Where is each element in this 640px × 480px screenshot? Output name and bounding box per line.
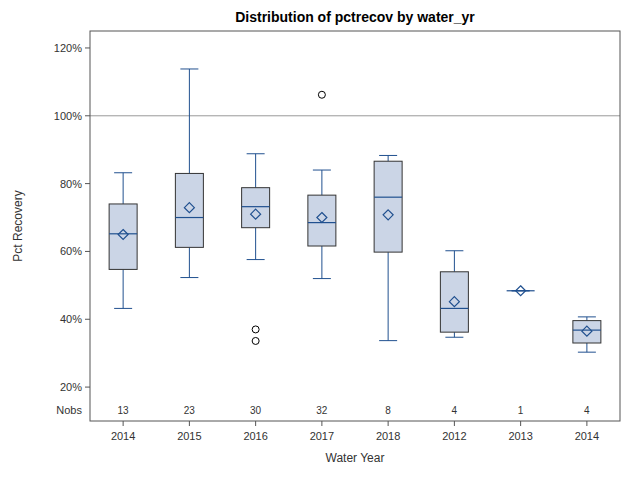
- y-tick-label: 120%: [54, 42, 82, 54]
- chart: Distribution of pctrecov by water_yr 20% 4…: [0, 0, 640, 480]
- lower-whisker: [255, 228, 256, 260]
- box: [573, 321, 601, 343]
- max-cap: [114, 172, 132, 173]
- x-tick: [454, 421, 455, 426]
- nobs-value: 4: [584, 405, 590, 416]
- median: [374, 197, 402, 198]
- x-tick: [321, 421, 322, 426]
- lower-whisker: [388, 252, 389, 341]
- y-tick: [85, 47, 90, 48]
- y-tick-label: 40%: [60, 313, 82, 325]
- x-tick-label: 2017: [310, 430, 334, 442]
- lower-whisker: [586, 343, 587, 352]
- median: [440, 308, 468, 309]
- y-tick-label: 100%: [54, 110, 82, 122]
- min-cap: [445, 337, 463, 338]
- title: Distribution of pctrecov by water_yr: [235, 9, 475, 25]
- outlier: [318, 91, 325, 98]
- mean: [582, 326, 592, 336]
- x-tick-label: 2018: [376, 430, 400, 442]
- median: [507, 290, 535, 291]
- upper-whisker: [321, 170, 322, 195]
- mean: [317, 213, 327, 223]
- x-tick-label: 2012: [442, 430, 466, 442]
- y-tick: [85, 183, 90, 184]
- x-tick-label: 2015: [177, 430, 201, 442]
- upper-whisker: [189, 69, 190, 173]
- y-tick: [85, 115, 90, 116]
- y-tick: [85, 387, 90, 388]
- y-tick-label: 60%: [60, 245, 82, 257]
- max-cap: [445, 250, 463, 251]
- lower-whisker: [321, 246, 322, 279]
- x-tick: [586, 421, 587, 426]
- box: [507, 290, 535, 291]
- mean: [449, 297, 459, 307]
- min-cap: [379, 340, 397, 341]
- median: [242, 206, 270, 207]
- x-tick: [388, 421, 389, 426]
- nobs-value: 8: [385, 405, 391, 416]
- x-tick: [123, 421, 124, 426]
- outlier: [252, 326, 259, 333]
- y-tick: [85, 251, 90, 252]
- plot-frame: [90, 31, 620, 421]
- upper-whisker: [255, 154, 256, 188]
- min-cap: [180, 277, 198, 278]
- x-tick-label: 2016: [243, 430, 267, 442]
- mean: [184, 203, 194, 213]
- median: [175, 217, 203, 218]
- upper-whisker: [454, 251, 455, 272]
- box: [374, 161, 402, 252]
- median: [573, 330, 601, 331]
- nobs-value: 23: [184, 405, 196, 416]
- lower-whisker: [123, 269, 124, 308]
- nobs-value: 13: [118, 405, 130, 416]
- nobs-value: 30: [250, 405, 262, 416]
- box: [242, 188, 270, 228]
- max-cap: [379, 155, 397, 156]
- plot-marks: [90, 69, 620, 352]
- x-tick: [255, 421, 256, 426]
- min-cap: [114, 308, 132, 309]
- x-tick-label: 2014: [575, 430, 599, 442]
- mean: [118, 229, 128, 239]
- max-cap: [313, 170, 331, 171]
- y-tick: [85, 319, 90, 320]
- background: [0, 0, 640, 480]
- min-cap: [578, 352, 596, 353]
- outlier: [252, 337, 259, 344]
- box: [175, 173, 203, 247]
- y-tick-label: 80%: [60, 178, 82, 190]
- lower-whisker: [454, 332, 455, 337]
- max-cap: [180, 68, 198, 69]
- lower-whisker: [189, 247, 190, 277]
- upper-whisker: [123, 173, 124, 204]
- nobs-label: Nobs: [56, 404, 82, 416]
- nobs-value: 32: [316, 405, 328, 416]
- x-axis-label: Water Year: [326, 451, 385, 465]
- upper-whisker: [388, 155, 389, 161]
- box: [308, 195, 336, 246]
- median: [109, 233, 137, 234]
- box: [109, 204, 137, 269]
- box: [440, 272, 468, 332]
- nobs-value: 1: [518, 405, 524, 416]
- upper-whisker: [586, 317, 587, 321]
- y-tick-label: 20%: [60, 381, 82, 393]
- reference-line: [90, 115, 620, 116]
- max-cap: [578, 316, 596, 317]
- max-cap: [247, 153, 265, 154]
- min-cap: [313, 278, 331, 279]
- y-axis-label: Pct Recovery: [11, 190, 25, 261]
- x-tick: [520, 421, 521, 426]
- mean: [516, 286, 526, 296]
- min-cap: [247, 259, 265, 260]
- x-tick: [189, 421, 190, 426]
- mean: [251, 209, 261, 219]
- x-tick-label: 2013: [508, 430, 532, 442]
- x-tick-label: 2014: [111, 430, 135, 442]
- nobs-value: 4: [452, 405, 458, 416]
- mean: [383, 210, 393, 220]
